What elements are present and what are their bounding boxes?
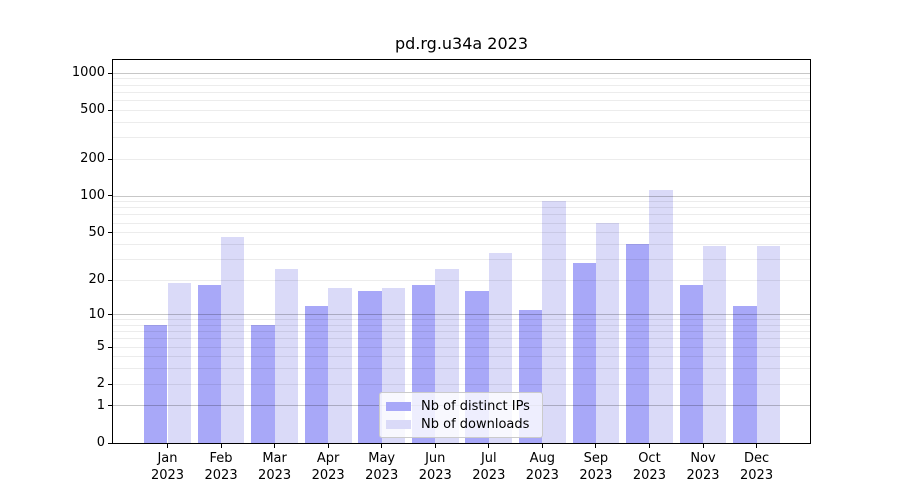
legend-swatch-distinct-ips	[386, 401, 411, 411]
legend-item-distinct-ips: Nb of distinct IPs	[386, 398, 534, 415]
chart-title: pd.rg.u34a 2023	[394, 34, 529, 53]
y-tick-mark	[108, 383, 113, 385]
legend: Nb of distinct IPs Nb of downloads	[379, 392, 543, 438]
x-tick-label-apr: Apr 2023	[296, 450, 360, 484]
x-tick-year: 2023	[579, 468, 613, 483]
x-tick-month: Sep	[583, 451, 609, 466]
bar-distinct-ips	[304, 305, 329, 443]
y-tick-mark	[108, 405, 113, 407]
bar-downloads	[328, 288, 352, 443]
x-tick-label-jun: Jun 2023	[403, 450, 467, 484]
bar-downloads	[542, 201, 566, 443]
bar-downloads	[274, 268, 298, 443]
bar-distinct-ips	[144, 325, 168, 443]
y-tick-mark	[108, 195, 113, 197]
x-tick-mark	[648, 444, 650, 448]
bar-distinct-ips	[358, 291, 382, 443]
y-tick-mark	[108, 109, 113, 111]
x-tick-year: 2023	[740, 468, 774, 483]
x-tick-label-nov: Nov 2023	[671, 450, 735, 484]
y-tick-label: 20	[88, 272, 105, 288]
bar-distinct-ips	[626, 244, 650, 443]
x-tick-mark	[274, 444, 276, 448]
x-tick-month: Aug	[529, 451, 556, 466]
x-tick-mark	[756, 444, 758, 448]
x-tick-year: 2023	[418, 468, 452, 483]
x-tick-month: Jul	[480, 451, 497, 466]
x-tick-month: Oct	[638, 451, 661, 466]
y-tick-label: 1000	[71, 65, 105, 81]
x-tick-month: Feb	[209, 451, 233, 466]
x-tick-year: 2023	[258, 468, 292, 483]
x-tick-mark	[595, 444, 597, 448]
x-tick-label-mar: Mar 2023	[243, 450, 307, 484]
y-tick-label: 10	[88, 306, 105, 322]
bar-downloads	[703, 245, 727, 443]
y-tick-label: 0	[96, 435, 105, 450]
x-tick-year: 2023	[632, 468, 666, 483]
x-tick-label-feb: Feb 2023	[189, 450, 253, 484]
x-tick-month: Dec	[743, 451, 770, 466]
x-tick-year: 2023	[365, 468, 399, 483]
bar-downloads	[167, 282, 191, 443]
y-tick-mark	[108, 442, 113, 444]
y-tick-label: 5	[96, 339, 105, 355]
bar-downloads	[595, 223, 620, 443]
bar-distinct-ips	[572, 262, 596, 443]
x-tick-year: 2023	[311, 468, 345, 483]
y-tick-label: 200	[80, 151, 105, 167]
bars-layer	[113, 60, 810, 443]
y-tick-mark	[108, 158, 113, 160]
x-tick-month: Mar	[262, 451, 287, 466]
bar-downloads	[221, 236, 245, 443]
x-tick-year: 2023	[525, 468, 559, 483]
y-tick-label: 1	[96, 397, 105, 413]
x-tick-label-jul: Jul 2023	[457, 450, 521, 484]
y-tick-label: 500	[80, 102, 105, 118]
x-tick-year: 2023	[472, 468, 506, 483]
x-tick-mark	[541, 444, 543, 448]
y-tick-mark	[108, 232, 113, 234]
y-tick-label: 100	[80, 187, 105, 203]
x-tick-year: 2023	[150, 468, 185, 483]
bar-distinct-ips	[733, 305, 757, 443]
legend-item-downloads: Nb of downloads	[386, 416, 534, 433]
bar-downloads	[649, 189, 673, 443]
x-tick-month: Apr	[316, 451, 340, 466]
legend-swatch-downloads	[386, 419, 411, 429]
y-tick-mark	[108, 279, 113, 281]
x-tick-label-dec: Dec 2023	[725, 450, 789, 484]
x-tick-label-oct: Oct 2023	[617, 450, 681, 484]
plot-area: Nb of distinct IPs Nb of downloads	[112, 59, 811, 444]
x-tick-mark	[488, 444, 490, 448]
x-tick-month: Nov	[690, 451, 716, 466]
x-tick-label-jan: Jan 2023	[136, 450, 200, 484]
legend-label-downloads: Nb of downloads	[421, 416, 530, 432]
x-tick-mark	[434, 444, 436, 448]
x-tick-mark	[381, 444, 383, 448]
x-tick-year: 2023	[686, 468, 720, 483]
x-tick-mark	[167, 444, 168, 448]
bar-distinct-ips	[197, 285, 222, 443]
x-tick-month: Jan	[157, 451, 178, 466]
x-tick-mark	[220, 444, 222, 448]
y-tick-mark	[108, 314, 113, 316]
x-tick-label-sep: Sep 2023	[564, 450, 628, 484]
x-tick-mark	[702, 444, 704, 448]
x-tick-year: 2023	[204, 468, 238, 483]
x-tick-month: Jun	[425, 451, 446, 466]
bar-distinct-ips	[679, 285, 703, 443]
bar-distinct-ips	[251, 325, 275, 443]
x-tick-month: May	[368, 451, 396, 466]
x-tick-label-aug: Aug 2023	[510, 450, 574, 484]
bar-downloads	[756, 245, 780, 443]
y-tick-label: 2	[96, 376, 105, 392]
y-tick-mark	[108, 346, 113, 348]
y-tick-label: 50	[88, 224, 105, 240]
x-tick-mark	[327, 444, 329, 448]
y-tick-mark	[108, 72, 113, 74]
x-tick-label-may: May 2023	[350, 450, 414, 484]
legend-label-distinct-ips: Nb of distinct IPs	[421, 398, 530, 414]
